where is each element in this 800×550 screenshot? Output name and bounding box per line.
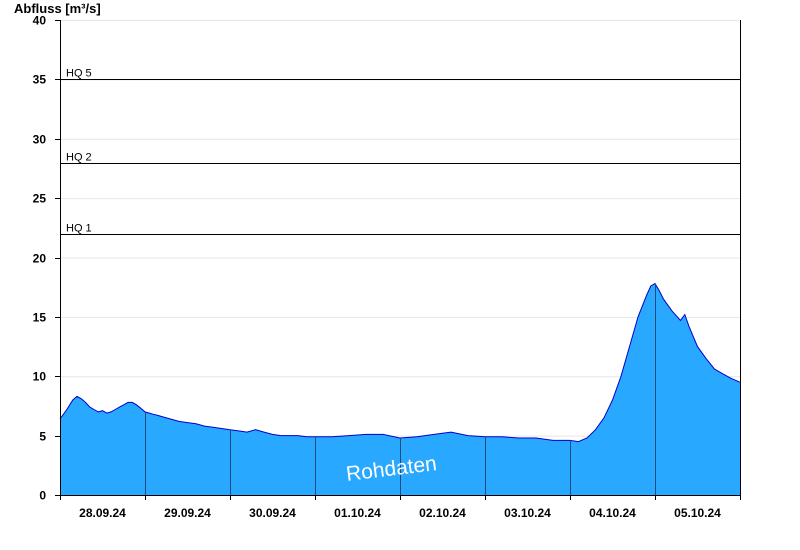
area-line bbox=[59, 282, 741, 443]
y-axis-label: Abfluss [m³/s] bbox=[14, 1, 101, 16]
x-tick-label: 30.09.24 bbox=[249, 506, 296, 520]
y-ticks: 0 5 10 15 20 25 30 35 40 bbox=[33, 14, 60, 503]
x-tick-label: 29.09.24 bbox=[164, 506, 211, 520]
reference-line-label: HQ 1 bbox=[66, 223, 92, 235]
y-tick-label: 20 bbox=[33, 252, 47, 266]
x-tick-label: 05.10.24 bbox=[674, 506, 721, 520]
reference-line-label: HQ 2 bbox=[66, 152, 92, 164]
x-tick-label: 28.09.24 bbox=[79, 506, 126, 520]
y-tick-label: 25 bbox=[33, 192, 47, 206]
y-tick-label: 10 bbox=[33, 370, 47, 384]
x-ticks: 28.09.24 29.09.24 30.09.24 01.10.24 02.10.24… bbox=[60, 495, 741, 520]
y-tick-label: 0 bbox=[39, 489, 46, 503]
reference-line-label: HQ 5 bbox=[66, 68, 92, 80]
x-tick-label: 01.10.24 bbox=[334, 506, 381, 520]
reference-lines: HQ 5 HQ 2 HQ 1 bbox=[60, 68, 740, 235]
y-tick-label: 35 bbox=[33, 73, 47, 87]
y-tick-label: 15 bbox=[33, 311, 47, 325]
y-tick-label: 5 bbox=[39, 430, 46, 444]
x-tick-label: 03.10.24 bbox=[504, 506, 551, 520]
y-tick-label: 30 bbox=[33, 133, 47, 147]
day-boundary-lines bbox=[145, 283, 656, 495]
y-tick-label: 40 bbox=[33, 14, 47, 28]
x-tick-label: 02.10.24 bbox=[419, 506, 466, 520]
x-tick-label: 04.10.24 bbox=[589, 506, 636, 520]
